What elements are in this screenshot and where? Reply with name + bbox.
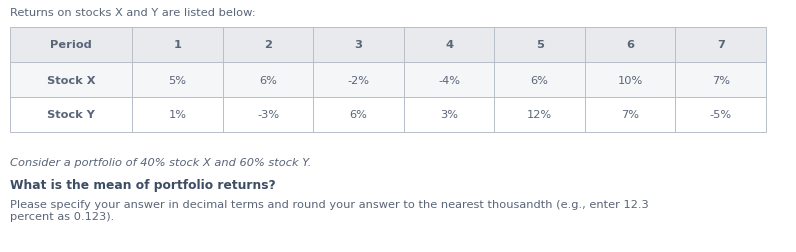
Text: 10%: 10% <box>618 75 643 85</box>
Text: Stock X: Stock X <box>47 75 96 85</box>
Text: -4%: -4% <box>438 75 460 85</box>
Text: Period: Period <box>50 40 92 50</box>
Text: 12%: 12% <box>527 110 552 120</box>
Text: 5%: 5% <box>169 75 186 85</box>
Text: 2: 2 <box>264 40 272 50</box>
Text: Please specify your answer in decimal terms and round your answer to the nearest: Please specify your answer in decimal te… <box>10 199 649 221</box>
Text: 6%: 6% <box>349 110 368 120</box>
Text: What is the mean of portfolio returns?: What is the mean of portfolio returns? <box>10 178 275 191</box>
Text: 4: 4 <box>445 40 453 50</box>
Text: -3%: -3% <box>257 110 279 120</box>
Text: 3: 3 <box>354 40 362 50</box>
Text: -2%: -2% <box>348 75 369 85</box>
Text: Consider a portfolio of 40% stock X and 60% stock Y.: Consider a portfolio of 40% stock X and … <box>10 158 311 167</box>
Text: 6%: 6% <box>531 75 548 85</box>
Text: 7%: 7% <box>621 110 639 120</box>
Text: 1%: 1% <box>169 110 186 120</box>
Text: Returns on stocks X and Y are listed below:: Returns on stocks X and Y are listed bel… <box>10 8 256 18</box>
Text: Stock Y: Stock Y <box>47 110 95 120</box>
Text: 5: 5 <box>536 40 544 50</box>
Text: -5%: -5% <box>710 110 732 120</box>
Text: 7%: 7% <box>712 75 730 85</box>
Text: 6: 6 <box>626 40 634 50</box>
Text: 3%: 3% <box>440 110 458 120</box>
Text: 6%: 6% <box>259 75 277 85</box>
Text: 1: 1 <box>174 40 181 50</box>
Text: 7: 7 <box>716 40 724 50</box>
